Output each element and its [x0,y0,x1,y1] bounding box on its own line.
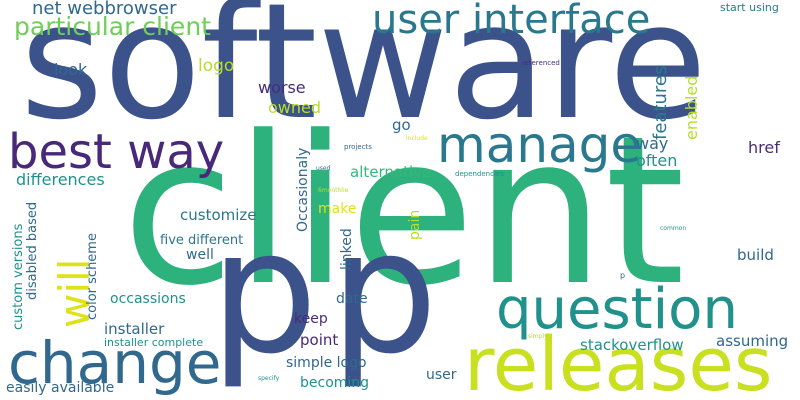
word-enabled: enabled [684,76,700,140]
word-way-small: way [636,136,668,152]
word-stackoverflow: stackoverflow [580,338,684,353]
word-point: point [300,333,338,348]
word-best-way: best way [8,128,224,176]
word-color-scheme: color scheme [86,233,99,320]
word-include: include [406,136,428,142]
word-well: well [186,248,214,262]
word-installer: installer [104,322,164,337]
word-worse: worse [258,80,306,96]
word-often: often [636,153,677,169]
word-make: make [318,202,356,216]
word-simply: simply [528,334,548,340]
word-referenced: referenced [522,60,560,67]
word-easily-available: easily available [6,381,114,395]
word-specify: specify [258,376,279,382]
word-start-using: start using [720,2,779,13]
word-common: common [660,226,686,232]
word-date: date [336,292,368,306]
word-href: href [748,140,780,156]
word-user-interface: user interface [372,0,650,40]
word-look: look [54,62,87,78]
word-occasionaly: Occasionaly [296,148,310,232]
word-occassions: occassions [110,292,186,306]
word-used: used [316,166,330,172]
word-projects: projects [344,144,372,151]
word-simple-logo: simple logo [286,356,367,370]
word-build: build [737,248,774,263]
word-go: go [392,118,411,133]
word-question: question [496,282,738,338]
word-manage: manage [437,120,641,170]
word-becoming: becoming [300,376,369,390]
word-alternative: alternative [350,165,431,180]
word-disabled-based: disabled based [26,202,39,300]
word-installer-complete: installer complete [104,337,203,348]
word-user: user [426,368,457,382]
word-dependencies: dependencies [455,171,504,178]
word-assuming: assuming [716,334,788,349]
word-keep: keep [294,312,328,326]
word-net-webbrowser: net webbrowser [32,0,177,18]
word-logo: logo [198,58,234,75]
word-pain: pain [408,210,422,240]
word-6monthlie: 6monthlie [318,188,348,194]
word-owned: owned [268,100,321,116]
word-differences: differences [16,172,105,188]
word-custom-versions: custom versions [12,224,25,330]
word-five-different: five different [160,234,243,247]
word-features: features [652,66,670,140]
word-p-small: p [620,272,625,280]
word-linked: linked [340,228,354,270]
word-customize: customize [180,208,257,223]
